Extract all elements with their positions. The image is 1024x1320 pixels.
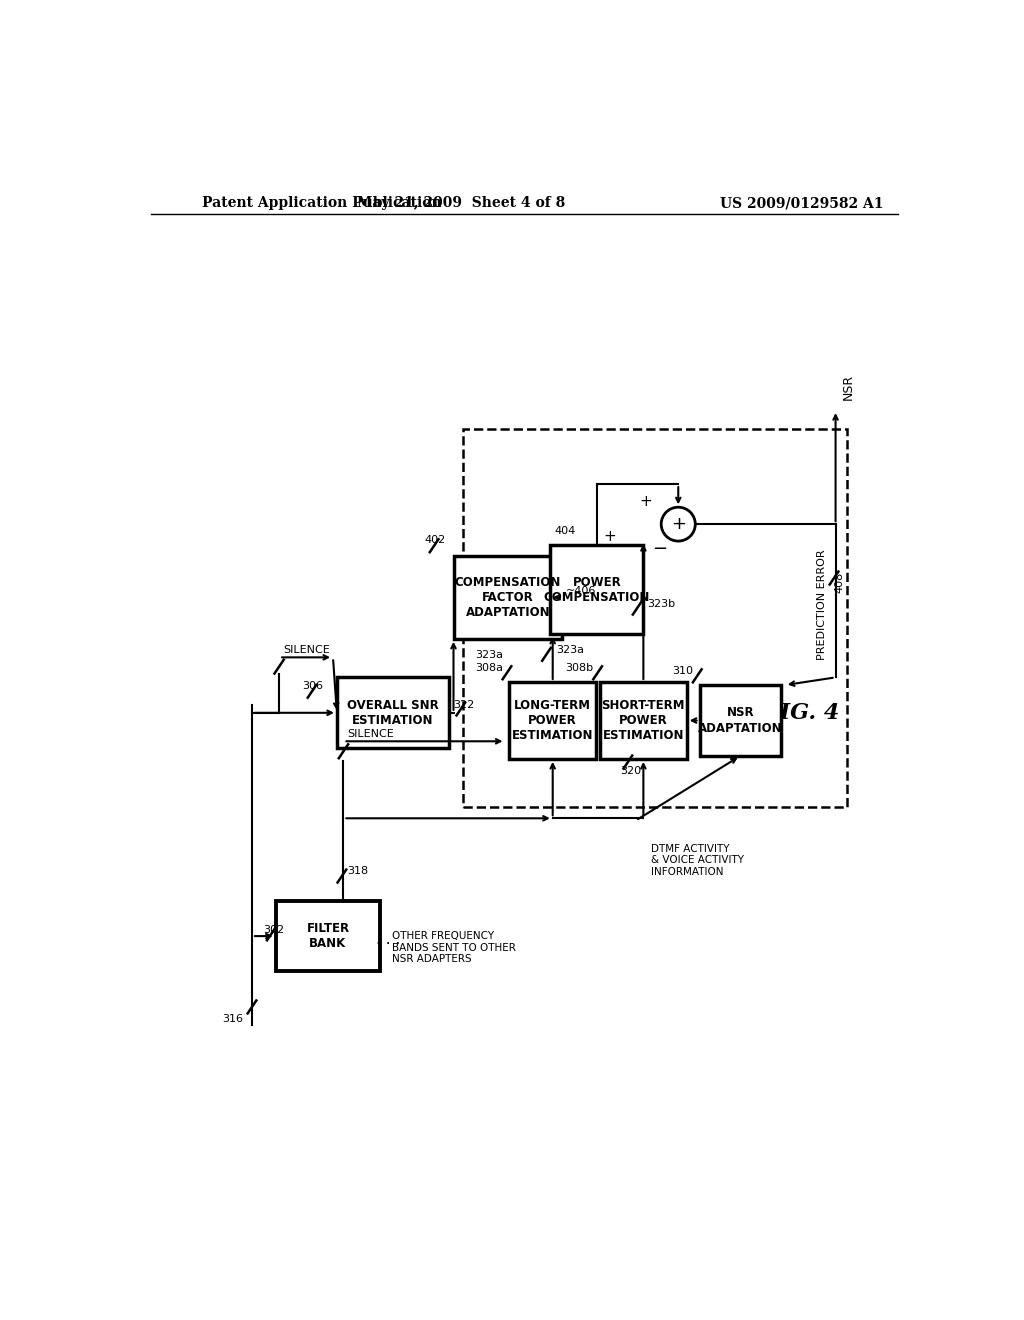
Text: 402: 402	[424, 536, 445, 545]
Text: FILTER
BANK: FILTER BANK	[306, 923, 349, 950]
Text: SILENCE: SILENCE	[283, 644, 330, 655]
Text: SILENCE: SILENCE	[347, 729, 394, 739]
Text: 310: 310	[673, 667, 693, 676]
Bar	[699, 685, 781, 756]
Text: 320: 320	[621, 767, 641, 776]
Text: POWER
COMPENSATION: POWER COMPENSATION	[544, 576, 650, 603]
Text: +: +	[603, 528, 615, 544]
Text: −: −	[652, 540, 667, 558]
Text: OTHER FREQUENCY
BANDS SENT TO OTHER
NSR ADAPTERS: OTHER FREQUENCY BANDS SENT TO OTHER NSR …	[392, 931, 516, 964]
Text: 308b: 308b	[565, 663, 594, 673]
Text: +: +	[671, 515, 686, 533]
Text: 302: 302	[263, 925, 285, 935]
Text: 316: 316	[222, 1014, 243, 1024]
Text: 318: 318	[347, 866, 369, 875]
Text: May 21, 2009  Sheet 4 of 8: May 21, 2009 Sheet 4 of 8	[357, 197, 565, 210]
Bar	[337, 677, 450, 748]
Text: OVERALL SNR
ESTIMATION: OVERALL SNR ESTIMATION	[347, 698, 439, 727]
Text: . . .: . . .	[377, 932, 400, 948]
Text: 323a: 323a	[557, 645, 585, 656]
Text: NSR: NSR	[842, 374, 855, 400]
Bar	[600, 682, 687, 759]
Text: ~406: ~406	[566, 586, 596, 597]
Text: 323b: 323b	[647, 599, 676, 610]
Text: DTMF ACTIVITY
& VOICE ACTIVITY
INFORMATION: DTMF ACTIVITY & VOICE ACTIVITY INFORMATI…	[651, 843, 744, 876]
Text: FIG. 4: FIG. 4	[765, 702, 840, 723]
Text: Patent Application Publication: Patent Application Publication	[202, 197, 441, 210]
Text: NSR
ADAPTATION: NSR ADAPTATION	[698, 706, 782, 734]
Bar	[550, 545, 643, 634]
Bar	[454, 556, 562, 639]
Text: 306: 306	[302, 681, 323, 690]
Bar	[275, 902, 380, 970]
Text: US 2009/0129582 A1: US 2009/0129582 A1	[721, 197, 884, 210]
Text: 322: 322	[453, 700, 474, 710]
Text: 404: 404	[554, 527, 575, 536]
Text: 308a: 308a	[475, 663, 503, 673]
Bar	[509, 682, 596, 759]
Text: 323a: 323a	[475, 649, 503, 660]
Bar	[463, 429, 847, 807]
Text: COMPENSATION
FACTOR
ADAPTATION: COMPENSATION FACTOR ADAPTATION	[455, 576, 561, 619]
Circle shape	[662, 507, 695, 541]
Text: SHORT-TERM
POWER
ESTIMATION: SHORT-TERM POWER ESTIMATION	[602, 700, 685, 742]
Text: LONG-TERM
POWER
ESTIMATION: LONG-TERM POWER ESTIMATION	[512, 700, 594, 742]
Text: PREDICTION ERROR: PREDICTION ERROR	[816, 549, 826, 660]
Text: +: +	[640, 494, 652, 508]
Text: 408: 408	[835, 572, 845, 593]
